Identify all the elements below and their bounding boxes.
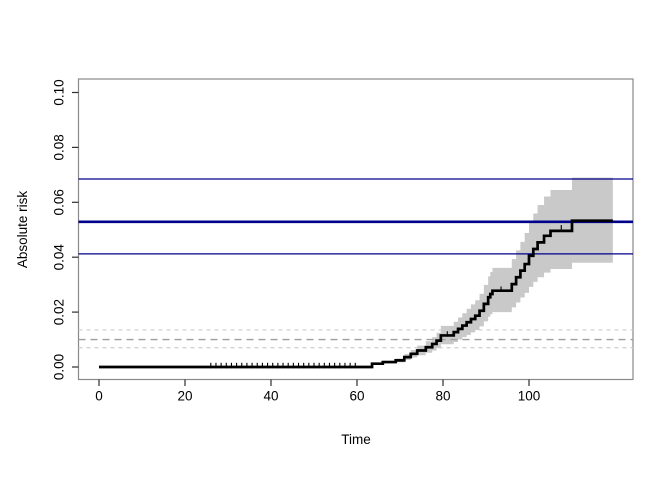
y-tick-label: 0.08 [52,134,67,160]
axes-layer: 0 20 40 60 80 100 0.00 0.02 0.04 0.06 0.08 0.10 [52,79,541,403]
x-tick-label: 80 [435,389,450,404]
y-tick-label: 0.00 [52,354,67,380]
x-tick-label: 40 [263,389,278,404]
y-tick-label: 0.02 [52,299,67,325]
absolute-risk-step-curve [99,219,613,369]
step-curve-layer [99,219,613,369]
confidence-band [372,177,613,365]
plot-area-box [77,78,634,381]
y-axis-title: Absolute risk [15,191,30,269]
x-tick-label: 0 [95,389,103,404]
x-tick-label: 60 [349,389,364,404]
y-tick-label: 0.06 [52,189,67,215]
confidence-band-layer [372,177,613,365]
x-axis-title: Time [341,432,371,447]
censor-marks-layer [210,225,562,369]
y-tick-label: 0.04 [52,244,67,271]
x-tick-label: 20 [177,389,192,404]
reference-lines-layer [78,178,633,349]
y-tick-label: 0.10 [52,79,67,105]
x-tick-label: 100 [518,389,541,404]
